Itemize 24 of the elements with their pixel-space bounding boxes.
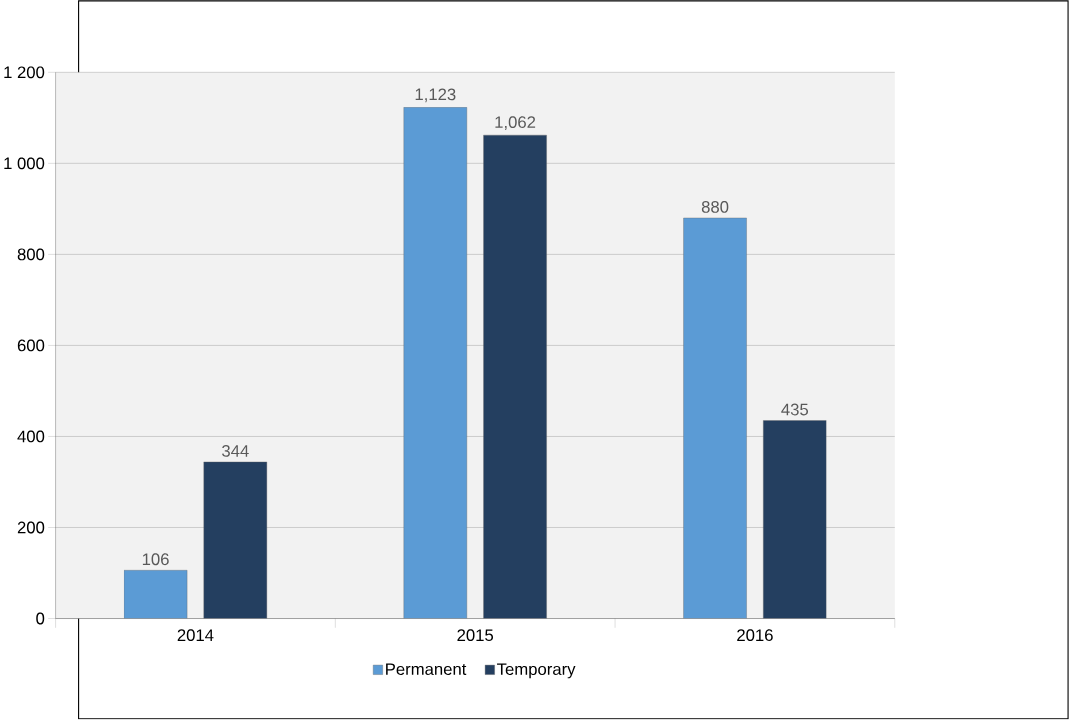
y-tick-label: 200 (17, 521, 45, 534)
data-label: 1,123 (415, 88, 456, 103)
legend-label: Temporary (497, 663, 576, 679)
y-tick-label: 0 (36, 612, 45, 625)
bar (203, 461, 268, 619)
bar (403, 107, 468, 619)
x-tick-label: 2016 (737, 629, 773, 642)
data-label: 344 (222, 445, 249, 457)
data-label: 880 (701, 201, 729, 214)
legend-label: Permanent (386, 663, 467, 676)
bar (483, 135, 547, 619)
data-label: 106 (142, 553, 169, 566)
y-tick-label: 400 (17, 430, 45, 443)
x-tick-label: 2014 (177, 629, 214, 642)
data-label: 435 (781, 403, 809, 416)
y-tick-label: 1 000 (4, 157, 45, 170)
x-tick-label: 2015 (457, 629, 494, 642)
bar (683, 217, 747, 619)
bar (763, 420, 827, 619)
bar (123, 570, 188, 619)
y-tick-label: 1 200 (4, 66, 45, 79)
data-label: 1,062 (495, 116, 536, 131)
y-tick-label: 800 (17, 248, 45, 261)
y-tick-label: 600 (17, 339, 45, 352)
